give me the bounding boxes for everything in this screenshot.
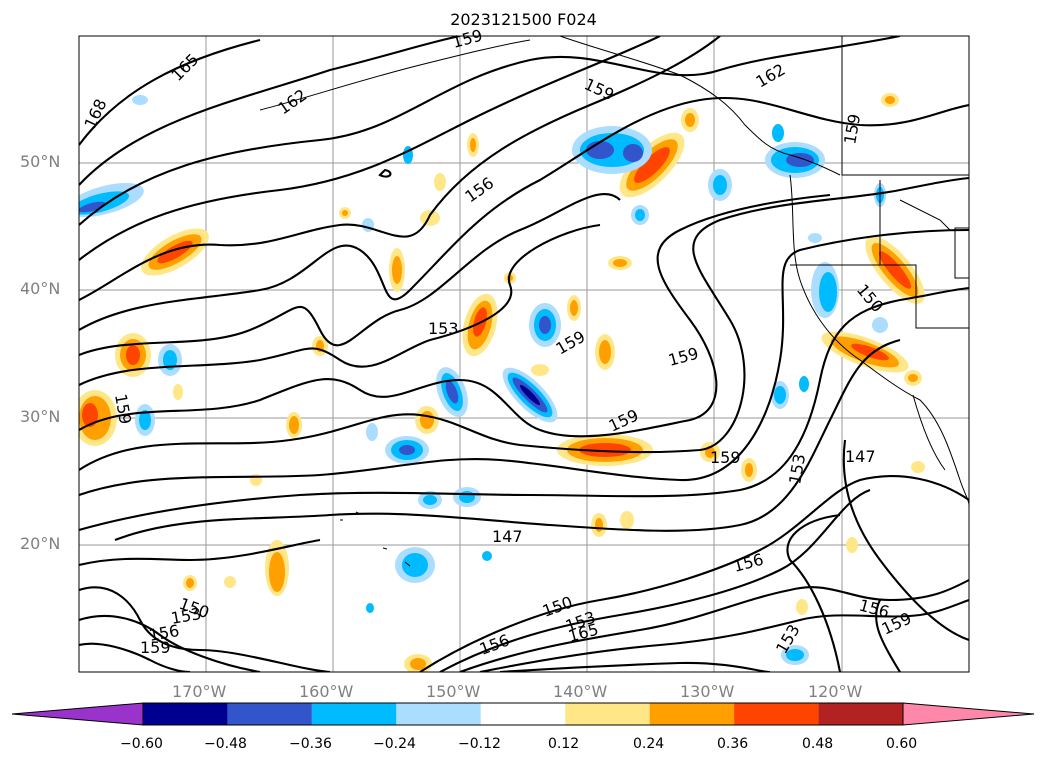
colorbar-tick-label: 0.12 [548,736,580,752]
colorbar [11,702,1035,726]
colorbar-cell [818,703,903,725]
contour-label: 159 [710,448,741,467]
coastlines [259,36,969,567]
lon-label: 130°W [680,682,735,701]
colorbar-cell [396,703,481,725]
colorbar-min-extend [11,702,144,726]
colorbar-cell [649,703,735,725]
height-contours [79,36,969,672]
lon-label: 120°W [808,682,863,701]
lat-label: 20°N [20,534,61,553]
lat-label: 50°N [20,152,61,171]
colorbar-tick-label: 0.48 [802,736,834,752]
colorbar-tick-label: −0.24 [373,736,416,752]
colorbar-tick-label: −0.48 [204,736,247,752]
contour-label: 159 [140,638,171,657]
colorbar-tick-label: −0.36 [289,736,332,752]
colorbar-cell [143,703,228,725]
colorbar-max-extend [902,702,1035,726]
colorbar-cell [311,703,397,725]
plot-frame [78,35,970,673]
shaded-positive-areas [79,93,925,672]
lon-label: 170°W [172,682,227,701]
contour-label: 153 [428,319,459,338]
map-title: 2023121500 F024 [450,10,597,29]
colorbar-tick-label: −0.12 [458,736,501,752]
plot-area [79,36,969,672]
colorbar-tick-label: 0.36 [717,736,749,752]
shaded-negative-areas [79,95,888,665]
lat-label: 40°N [20,279,61,298]
colorbar-cell [227,703,312,725]
colorbar-cell [565,703,650,725]
contour-label: 147 [845,447,876,466]
lat-label: 30°N [20,407,61,426]
lon-label: 150°W [426,682,481,701]
colorbar-cell [734,703,819,725]
colorbar-tick-label: −0.60 [120,736,163,752]
lon-label: 160°W [299,682,354,701]
colorbar-tick-label: 0.24 [633,736,665,752]
lon-label: 140°W [553,682,608,701]
colorbar-cell [480,703,566,725]
contour-label: 147 [492,527,523,546]
colorbar-tick-label: 0.60 [886,736,918,752]
